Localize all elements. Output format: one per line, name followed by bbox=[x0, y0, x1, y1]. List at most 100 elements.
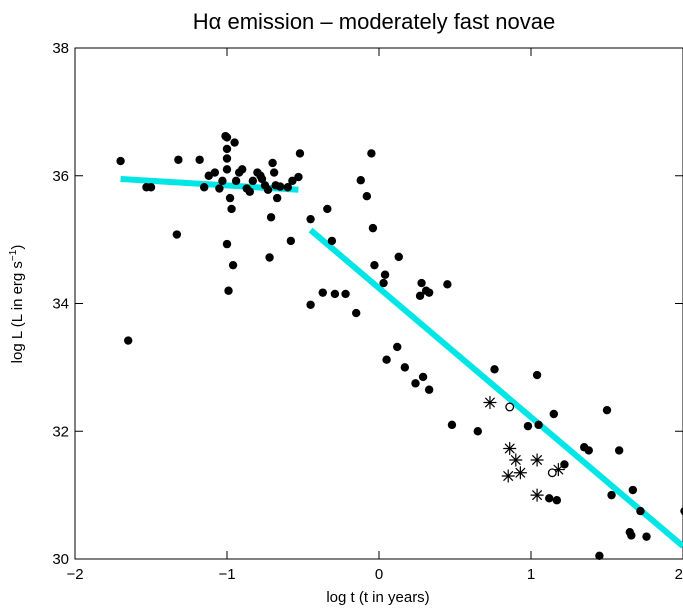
y-tick-label: 34 bbox=[52, 296, 69, 313]
y-tick-label: 32 bbox=[52, 423, 69, 440]
data-point-filled bbox=[443, 280, 452, 289]
data-point-asterisk bbox=[501, 469, 515, 483]
data-point-filled bbox=[231, 176, 241, 186]
data-point-filled bbox=[224, 286, 233, 295]
data-point-filled bbox=[295, 149, 305, 158]
data-point-filled bbox=[294, 172, 303, 182]
data-point-filled bbox=[323, 204, 332, 214]
x-tick-label: 1 bbox=[527, 566, 535, 583]
data-point-filled bbox=[418, 372, 428, 382]
data-point-filled bbox=[602, 405, 612, 415]
data-point-filled bbox=[116, 156, 125, 166]
x-tick-label: −1 bbox=[218, 566, 235, 583]
data-point-filled bbox=[222, 239, 232, 249]
data-point-filled bbox=[473, 427, 482, 436]
data-point-filled bbox=[400, 363, 410, 372]
axis-ticks: −2 −1 0 1 2 30 32 34 36 38 bbox=[52, 40, 683, 583]
x-axis-label: log t (t in years) bbox=[326, 589, 429, 606]
data-points bbox=[116, 131, 683, 561]
data-point-filled bbox=[607, 490, 616, 500]
data-point-filled bbox=[210, 168, 220, 177]
x-tick-label: −2 bbox=[66, 566, 83, 583]
data-point-filled bbox=[424, 385, 434, 394]
data-point-filled bbox=[680, 507, 683, 516]
data-point-filled bbox=[268, 158, 277, 168]
y-axis-label-main: log L (L in erg s bbox=[9, 261, 26, 363]
data-point-filled bbox=[415, 291, 425, 301]
data-point-filled bbox=[523, 421, 533, 431]
y-tick-label: 38 bbox=[52, 40, 69, 57]
data-point-filled bbox=[222, 165, 232, 174]
data-point-filled bbox=[417, 278, 426, 288]
data-point-filled bbox=[636, 506, 645, 516]
data-point-filled bbox=[266, 213, 276, 222]
data-point-filled bbox=[534, 420, 543, 430]
plot-frame bbox=[74, 47, 683, 560]
data-point-filled bbox=[228, 260, 238, 270]
data-point-filled bbox=[245, 187, 254, 196]
y-tick-label: 36 bbox=[52, 168, 69, 185]
data-point-filled bbox=[215, 184, 224, 193]
data-point-filled bbox=[222, 144, 232, 154]
data-point-filled bbox=[265, 253, 274, 262]
data-point-filled bbox=[330, 289, 340, 299]
asterisk-stroke bbox=[510, 455, 521, 465]
data-point-filled bbox=[549, 409, 558, 419]
data-point-filled bbox=[382, 355, 391, 364]
y-axis-label-superscript: −1 bbox=[8, 249, 19, 261]
data-point-filled bbox=[227, 204, 236, 214]
data-point-filled bbox=[124, 336, 133, 345]
data-point-filled bbox=[225, 193, 235, 203]
data-point-filled bbox=[222, 154, 232, 163]
data-point-filled bbox=[263, 185, 273, 195]
data-point-filled bbox=[380, 270, 390, 279]
fit-line-2 bbox=[308, 227, 683, 549]
data-point-filled bbox=[560, 460, 569, 469]
data-point-filled bbox=[172, 230, 182, 239]
data-point-filled bbox=[200, 183, 209, 192]
data-point-asterisk bbox=[530, 453, 544, 467]
data-point-filled bbox=[552, 496, 562, 505]
data-point-filled bbox=[222, 133, 232, 142]
data-point-filled bbox=[356, 176, 365, 185]
y-axis-label-close: ) bbox=[9, 245, 26, 250]
data-point-filled bbox=[257, 174, 267, 184]
data-point-filled bbox=[362, 191, 372, 201]
data-point-filled bbox=[532, 370, 542, 380]
data-point-filled bbox=[269, 168, 279, 177]
data-point-filled bbox=[352, 308, 361, 318]
data-point-filled bbox=[341, 289, 350, 299]
asterisk-stroke bbox=[532, 455, 543, 465]
data-point-filled bbox=[318, 288, 327, 297]
data-point-filled bbox=[230, 138, 239, 147]
data-point-filled bbox=[584, 446, 593, 455]
data-point-filled bbox=[306, 214, 315, 224]
data-point-filled bbox=[393, 342, 402, 352]
data-point-filled bbox=[595, 551, 604, 561]
x-tick-label: 2 bbox=[675, 566, 683, 583]
data-point-open bbox=[547, 468, 557, 478]
data-point-filled bbox=[628, 485, 638, 495]
data-point-filled bbox=[490, 365, 499, 374]
data-point-filled bbox=[545, 494, 554, 503]
data-point-filled bbox=[174, 155, 183, 164]
data-point-filled bbox=[272, 193, 282, 203]
data-point-asterisk bbox=[530, 488, 544, 502]
data-point-filled bbox=[283, 183, 292, 192]
data-point-filled bbox=[642, 532, 651, 541]
data-point-asterisk bbox=[509, 453, 523, 467]
data-point-filled bbox=[614, 446, 624, 455]
asterisk-stroke bbox=[532, 490, 543, 501]
data-point-filled bbox=[238, 165, 247, 174]
data-point-asterisk bbox=[503, 441, 517, 456]
data-point-filled bbox=[411, 379, 420, 388]
data-point-filled bbox=[306, 300, 315, 309]
y-tick-label: 30 bbox=[52, 551, 69, 568]
data-point-open bbox=[505, 402, 515, 412]
data-point-filled bbox=[627, 531, 636, 540]
data-point-filled bbox=[218, 176, 227, 186]
data-point-filled bbox=[288, 176, 297, 186]
asterisk-stroke bbox=[503, 471, 514, 481]
asterisk-stroke bbox=[485, 397, 495, 408]
